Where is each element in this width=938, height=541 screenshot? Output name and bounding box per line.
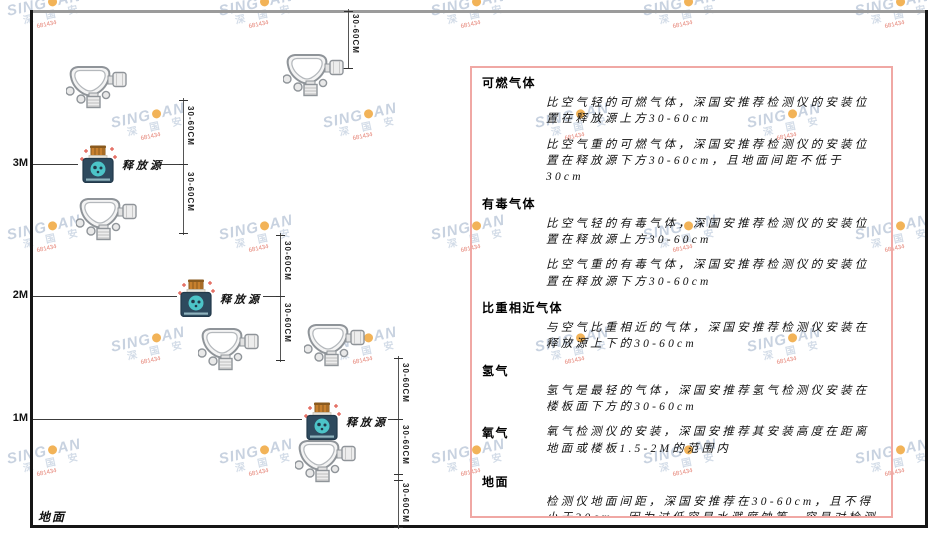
dimension-tick (179, 100, 188, 101)
dimension-line (280, 233, 281, 362)
dimension-stub (263, 296, 281, 297)
section-paragraph: 比空气轻的有毒气体，深国安推荐检测仪的安装位置在释放源上方30-60cm (546, 217, 870, 246)
dimension-tick (394, 480, 403, 481)
section-paragraph: 检测仪地面间距，深国安推荐在30-60cm，且不得小于30cm，因为过低容易水溅… (546, 495, 875, 516)
dimension-value-label: 30-60CM (351, 14, 360, 54)
gas-detector-icon (294, 438, 357, 484)
dimension-tick (179, 233, 188, 234)
section-heading: 氧气 (482, 426, 510, 441)
dimension-tick (394, 419, 403, 420)
panel-section: 氢气 氢气是最轻的气体，深国安推荐氢气检测仪安装在楼板面下方的30-60cm (482, 362, 883, 416)
ground-label: 地面 (38, 510, 67, 524)
gas-detector-icon (75, 196, 138, 242)
panel-section: 可燃气体 比空气轻的可燃气体，深国安推荐检测仪的安装位置在释放源上方30-60c… (482, 74, 883, 186)
section-paragraph: 比空气重的有毒气体，深国安推荐检测仪的安装位置在释放源下方30-60cm (546, 259, 870, 288)
section-heading: 可燃气体 (482, 76, 537, 90)
release-source-icon (302, 402, 342, 441)
dimension-tick (344, 68, 353, 69)
dimension-tick (344, 11, 353, 12)
right-wall-line (925, 10, 928, 528)
dimension-tick (179, 164, 188, 165)
dimension-value-label: 30-60CM (283, 241, 292, 281)
dimension-value-label: 30-60CM (186, 106, 195, 146)
section-paragraph: 比空气重的可燃气体，深国安推荐检测仪的安装位置在释放源下方30-60cm，且地面… (546, 138, 870, 184)
panel-section: 地面 检测仪地面间距，深国安推荐在30-60cm，且不得小于30cm，因为过低容… (482, 473, 883, 516)
ceiling-line (30, 10, 928, 13)
section-paragraph: 氢气是最轻的气体，深国安推荐氢气检测仪安装在楼板面下方的30-60cm (546, 384, 870, 413)
left-wall-line (30, 10, 33, 528)
dimension-tick (394, 474, 403, 475)
height-label: 3M (12, 157, 28, 169)
dimension-tick (276, 235, 285, 236)
dimension-tick (276, 296, 285, 297)
panel-section: 比重相近气体 与空气比重相近的气体，深国安推荐检测仪安装在释放源上下的30-60… (482, 299, 883, 353)
gas-detector-icon (303, 322, 366, 368)
section-paragraph: 氧气检测仪的安装，深国安推荐其安装高度在距离地面或楼板1.5-2M的范围内 (546, 426, 870, 455)
level-line (33, 419, 302, 420)
release-source-icon (78, 145, 118, 184)
section-paragraph: 与空气比重相近的气体，深国安推荐检测仪安装在释放源上下的30-60cm (546, 321, 870, 351)
section-heading: 比重相近气体 (482, 300, 564, 315)
section-heading: 地面 (482, 474, 510, 489)
dimension-value-label: 30-60CM (401, 425, 410, 465)
release-source-label: 释放源 (346, 417, 388, 429)
installation-notes-panel: 可燃气体 比空气轻的可燃气体，深国安推荐检测仪的安装位置在释放源上方30-60c… (470, 66, 893, 518)
level-line (33, 164, 78, 165)
section-heading: 有毒气体 (482, 196, 537, 211)
gas-detector-icon (282, 52, 345, 98)
floor-line (30, 525, 928, 528)
panel-section: 有毒气体 比空气轻的有毒气体，深国安推荐检测仪的安装位置在释放源上方30-60c… (482, 195, 883, 290)
section-paragraph: 比空气轻的可燃气体，深国安推荐检测仪的安装位置在释放源上方30-60cm (546, 97, 870, 126)
dimension-stub (161, 164, 184, 165)
dimension-tick (276, 360, 285, 361)
gas-detector-icon (65, 64, 128, 110)
dimension-line (348, 9, 349, 68)
dimension-tick (394, 527, 403, 528)
release-source-icon (176, 279, 216, 318)
dimension-line (398, 356, 399, 529)
dimension-value-label: 30-60CM (186, 172, 195, 212)
dimension-value-label: 30-60CM (401, 363, 410, 403)
dimension-stub (388, 419, 399, 420)
height-label: 2M (12, 289, 28, 301)
level-line (33, 296, 177, 297)
dimension-value-label: 30-60CM (401, 483, 410, 523)
height-label: 1M (12, 412, 28, 424)
gas-detector-icon (197, 326, 260, 372)
release-source-label: 释放源 (122, 160, 164, 172)
dimension-line (183, 98, 184, 235)
dimension-tick (394, 358, 403, 359)
panel-section: 氧气 氧气检测仪的安装，深国安推荐其安装高度在距离地面或楼板1.5-2M的范围内 (482, 424, 883, 457)
section-heading: 氢气 (482, 363, 510, 378)
release-source-label: 释放源 (220, 294, 262, 306)
dimension-value-label: 30-60CM (283, 303, 292, 343)
